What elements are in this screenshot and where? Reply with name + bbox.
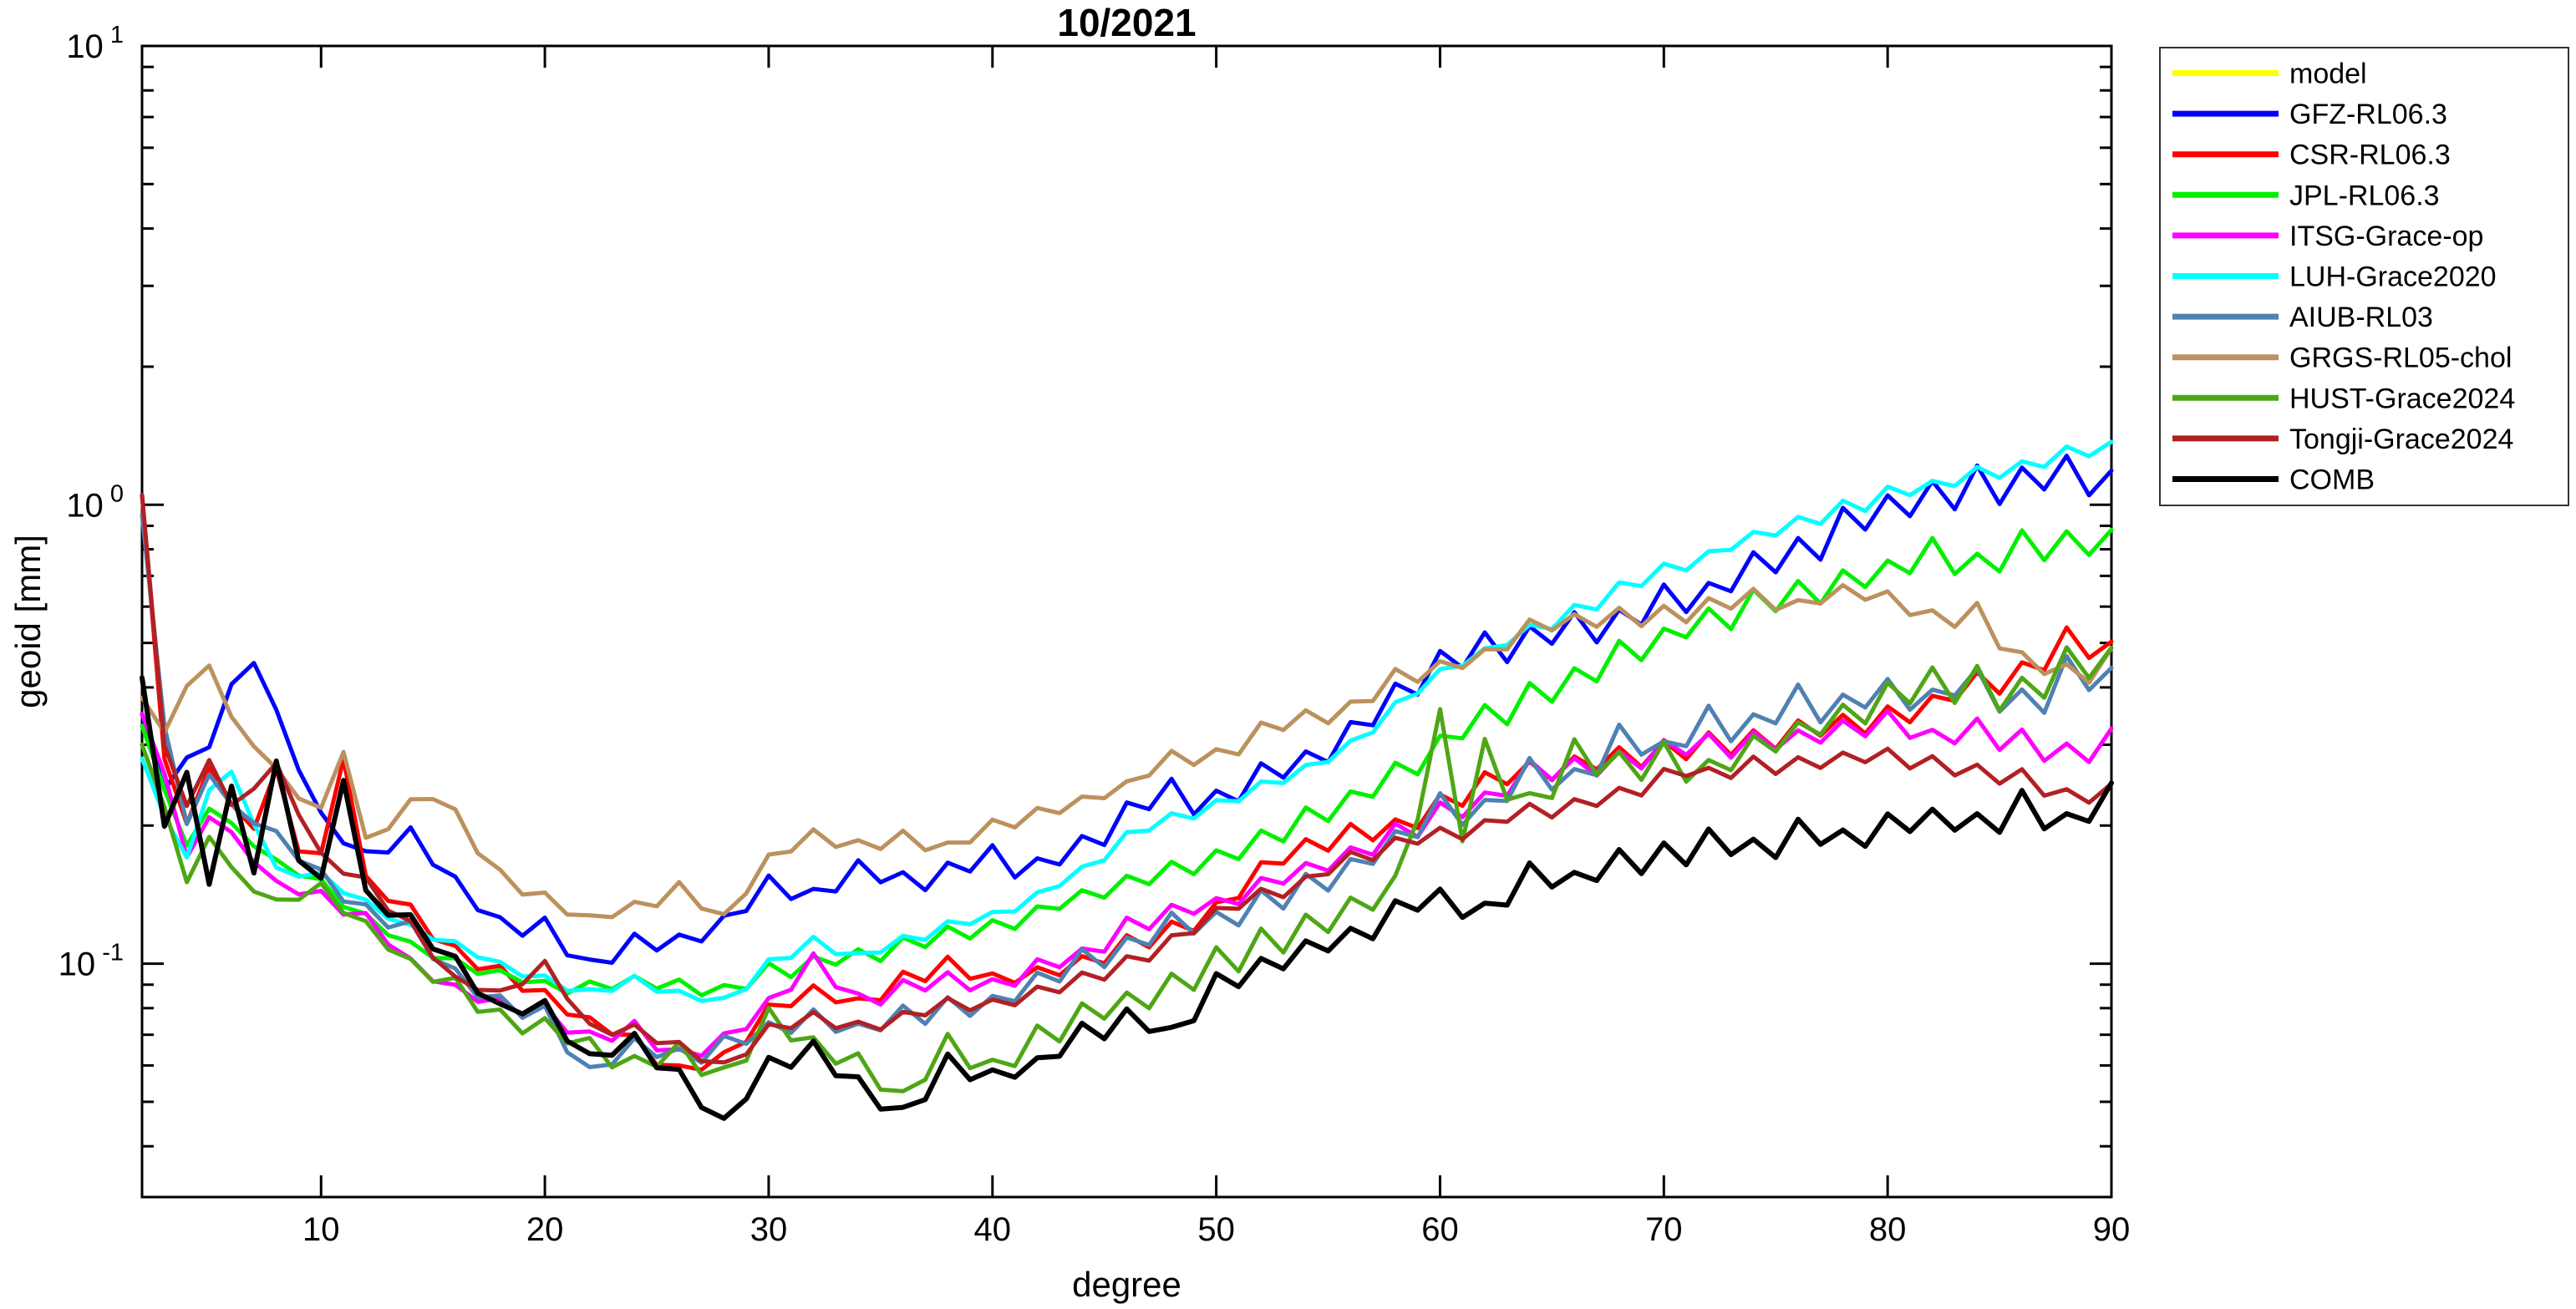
series-line-gfz-rl06-3	[140, 454, 2114, 965]
x-tick-label: 10	[302, 1211, 340, 1248]
legend-label-grgs-rl05-chol: GRGS-RL05-chol	[2289, 342, 2512, 374]
y-axis-label: geoid [mm]	[8, 535, 48, 708]
legend-label-luh-grace2020: LUH-Grace2020	[2289, 261, 2497, 293]
series-line-luh-grace2020	[140, 439, 2114, 1003]
series-line-tongji-grace2024	[140, 493, 2114, 1065]
series-line-grgs-rl05-chol	[140, 582, 2114, 920]
series-line-comb	[140, 675, 2114, 1121]
x-tick-label: 50	[1197, 1211, 1235, 1248]
x-tick-label: 60	[1421, 1211, 1459, 1248]
legend-label-comb: COMB	[2289, 464, 2375, 496]
chart-title: 10/2021	[1057, 1, 1197, 44]
plot-frame	[140, 44, 2113, 1199]
y-tick-label: 10 0	[66, 480, 124, 524]
legend-label-itsg-grace-op: ITSG-Grace-op	[2289, 221, 2483, 252]
series-line-itsg-grace-op	[140, 708, 2114, 1058]
legend-label-hust-grace2024: HUST-Grace2024	[2289, 383, 2515, 414]
series-line-jpl-rl06-3	[140, 527, 2114, 997]
x-tick-label: 90	[2093, 1211, 2131, 1248]
legend-label-csr-rl06-3: CSR-RL06.3	[2289, 140, 2451, 171]
x-tick-label: 70	[1645, 1211, 1683, 1248]
x-tick-label: 30	[750, 1211, 788, 1248]
y-tick-label: 10 -1	[58, 940, 124, 983]
x-tick-label: 20	[526, 1211, 564, 1248]
x-tick-label: 40	[974, 1211, 1012, 1248]
legend-label-gfz-rl06-3: GFZ-RL06.3	[2289, 99, 2447, 130]
series-line-hust-grace2024	[140, 645, 2114, 1093]
legend-label-tongji-grace2024: Tongji-Grace2024	[2289, 424, 2513, 455]
legend-label-jpl-rl06-3: JPL-RL06.3	[2289, 180, 2440, 211]
legend-label-aiub-rl03: AIUB-RL03	[2289, 302, 2433, 333]
y-tick-label: 10 1	[66, 22, 124, 65]
legend-label-model: model	[2289, 58, 2367, 90]
x-axis-label: degree	[1072, 1265, 1181, 1304]
x-tick-label: 80	[1869, 1211, 1907, 1248]
